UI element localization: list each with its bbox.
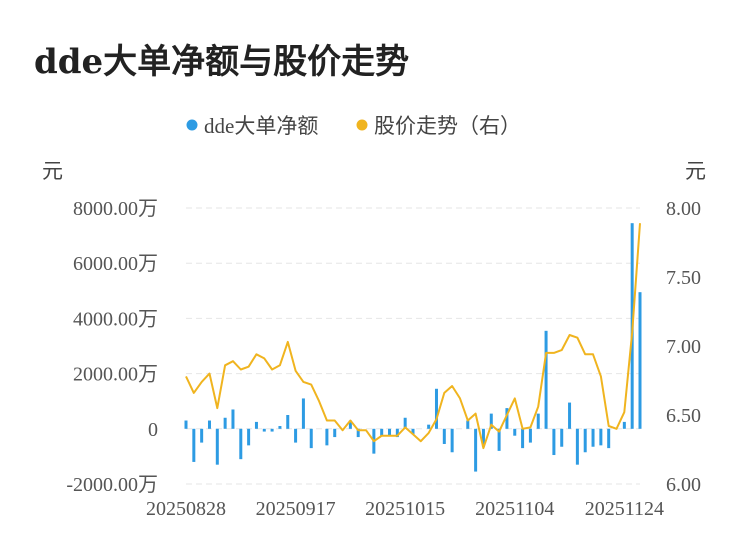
bar [247, 428, 251, 446]
bar [552, 428, 556, 456]
bar [239, 428, 243, 460]
bar [583, 428, 587, 453]
x-tick-label: 20251015 [365, 498, 445, 520]
bar [223, 417, 227, 429]
x-tick-label: 20250917 [256, 498, 336, 520]
y-right-ticks: 8.00 7.50 7.00 6.50 6.00 [666, 198, 701, 496]
legend-label-price: 股价走势（右） [374, 114, 521, 138]
y-left-tick-label: 2000.00万 [73, 364, 158, 386]
bar [348, 420, 352, 429]
bar [356, 428, 360, 438]
bar [270, 428, 274, 432]
bar [254, 421, 258, 429]
bar [497, 428, 501, 451]
y-left-unit: 元 [42, 159, 63, 183]
bar [278, 426, 282, 429]
bar [207, 420, 211, 429]
legend-swatch-dde [186, 119, 198, 131]
bar [575, 428, 579, 465]
y-left-tick-label: 0 [148, 419, 158, 441]
bar [403, 417, 407, 429]
bar [388, 428, 392, 436]
bar [607, 428, 611, 449]
bar [528, 428, 532, 443]
bar [505, 408, 509, 429]
bar [427, 424, 431, 429]
bar [591, 428, 595, 447]
x-tick-label: 20251104 [475, 498, 554, 520]
bar [200, 428, 204, 443]
bar [380, 428, 384, 436]
bar [638, 292, 642, 429]
bar [544, 330, 548, 429]
legend-label-dde: dde大单净额 [204, 114, 318, 138]
bar [192, 428, 196, 462]
page-title: dde大单净额与股价走势 [34, 42, 410, 82]
bar [474, 428, 478, 472]
bar [466, 420, 470, 429]
bar [450, 428, 454, 453]
bar [215, 428, 219, 465]
bar [434, 388, 438, 429]
y-left-tick-label: 8000.00万 [73, 198, 158, 220]
bar [301, 398, 305, 429]
bar [411, 428, 415, 435]
bar [513, 428, 517, 436]
y-left-tick-label: 4000.00万 [73, 308, 158, 330]
bar [325, 428, 329, 446]
y-right-tick-label: 8.00 [666, 198, 701, 220]
x-tick-label: 20250828 [146, 498, 226, 520]
y-left-ticks: 8000.00万 6000.00万 4000.00万 2000.00万 0 -2000.0… [66, 198, 158, 496]
bar [442, 428, 446, 444]
y-left-tick-label: -2000.00万 [66, 474, 158, 496]
grid [186, 207, 640, 485]
bar [395, 428, 399, 438]
line-series [185, 223, 641, 450]
bar [184, 420, 188, 429]
bar [231, 409, 235, 429]
y-right-tick-label: 6.00 [666, 474, 701, 496]
legend-swatch-price [356, 119, 368, 131]
bar [622, 421, 626, 429]
bar [599, 428, 603, 446]
y-right-tick-label: 7.00 [666, 336, 701, 358]
bar [521, 428, 525, 449]
bar [262, 428, 266, 432]
bar [489, 413, 493, 429]
bar [286, 415, 290, 429]
bar [294, 428, 298, 443]
y-right-tick-label: 6.50 [666, 405, 701, 427]
x-ticks: 20250828 20250917 20251015 20251104 20251124 [146, 498, 664, 520]
y-left-tick-label: 6000.00万 [73, 253, 158, 275]
price-line [185, 223, 641, 450]
bar-series [184, 223, 642, 472]
bar [560, 428, 564, 447]
y-right-tick-label: 7.50 [666, 267, 701, 289]
bar [481, 428, 485, 447]
bar [536, 413, 540, 429]
legend: dde大单净额 股价走势（右） [186, 114, 521, 138]
bar [309, 428, 313, 449]
y-right-unit: 元 [685, 159, 706, 183]
bar [568, 402, 572, 429]
x-tick-label: 20251124 [585, 498, 664, 520]
bar [333, 428, 337, 438]
